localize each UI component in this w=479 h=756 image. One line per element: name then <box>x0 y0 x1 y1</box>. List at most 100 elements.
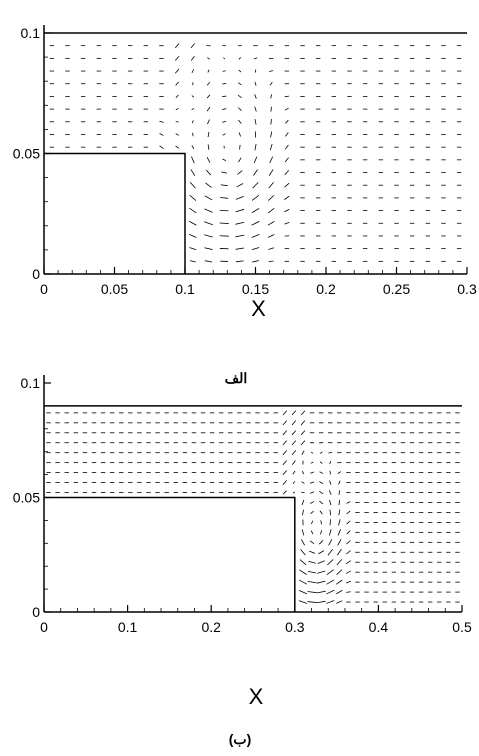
velocity-vector <box>159 133 164 136</box>
velocity-vector <box>284 107 289 111</box>
velocity-vector <box>268 182 274 189</box>
y-tick-label: 0.1 <box>21 25 41 41</box>
velocity-vector <box>300 430 306 436</box>
velocity-vector <box>235 221 245 225</box>
velocity-vector <box>307 581 317 584</box>
velocity-vector <box>299 569 307 575</box>
velocity-vector <box>328 451 333 454</box>
velocity-vector <box>307 570 317 574</box>
velocity-vector <box>284 222 290 225</box>
velocity-vector <box>317 570 326 574</box>
x-tick-label: 0.3 <box>285 619 305 635</box>
y-tick-label: 0 <box>32 604 40 620</box>
velocity-vector <box>337 539 342 546</box>
velocity-vector <box>190 56 195 61</box>
velocity-vector <box>175 81 180 86</box>
velocity-vector <box>300 539 305 546</box>
velocity-vector <box>267 207 275 214</box>
velocity-vector <box>292 491 296 494</box>
velocity-vector <box>337 529 341 536</box>
velocity-vector <box>189 260 196 263</box>
velocity-vector <box>204 234 213 238</box>
velocity-vector <box>346 550 351 555</box>
velocity-vector <box>252 260 259 263</box>
velocity-vector <box>159 145 164 149</box>
velocity-vector <box>254 69 257 73</box>
velocity-vector <box>319 540 324 545</box>
velocity-vector <box>307 601 317 603</box>
velocity-vector <box>251 195 260 201</box>
y-tick-label: 0.05 <box>13 146 40 162</box>
velocity-vector <box>298 600 308 604</box>
velocity-vector <box>284 95 290 98</box>
velocity-vector <box>222 133 226 136</box>
velocity-vector <box>267 221 275 226</box>
velocity-vector <box>300 549 306 556</box>
velocity-vector <box>206 81 211 86</box>
chart-a: 0 0.05 0.1 0.15 0.2 0.25 0.3 0 0.05 0.1 X <box>13 25 477 321</box>
velocity-vector <box>235 196 244 200</box>
velocity-vector <box>219 222 229 224</box>
velocity-vector <box>328 538 333 546</box>
velocity-vector <box>270 119 272 125</box>
velocity-vector <box>284 182 290 188</box>
velocity-vector <box>282 490 287 495</box>
velocity-vector <box>336 600 343 604</box>
velocity-vector <box>235 208 245 213</box>
velocity-vector <box>190 43 196 49</box>
velocity-vector <box>301 499 305 506</box>
velocity-vector <box>319 481 324 484</box>
velocity-vector <box>175 145 180 149</box>
x-tick-label: 0.2 <box>316 281 336 297</box>
velocity-vector <box>346 591 351 593</box>
velocity-vector <box>191 69 195 74</box>
velocity-vector <box>309 481 315 484</box>
velocity-vector <box>326 589 335 595</box>
velocity-vector <box>207 69 210 73</box>
velocity-vector <box>327 549 333 556</box>
velocity-vector <box>252 182 259 189</box>
velocity-vector <box>308 560 316 564</box>
step-wall <box>44 496 296 612</box>
velocity-vector <box>326 579 335 585</box>
velocity-vector <box>254 143 257 151</box>
velocity-vector <box>310 471 314 474</box>
velocity-vector <box>298 589 308 595</box>
velocity-vector <box>329 470 332 475</box>
velocity-vector <box>284 170 290 175</box>
velocity-vector <box>175 108 179 111</box>
velocity-vector <box>189 181 196 189</box>
velocity-vector <box>191 156 195 164</box>
velocity-vector <box>301 450 305 455</box>
velocity-vector <box>192 132 194 137</box>
velocity-vector <box>207 119 210 125</box>
velocity-vector <box>291 440 297 446</box>
velocity-vector <box>284 195 290 200</box>
velocity-vector <box>310 510 314 515</box>
vector-field <box>49 43 462 263</box>
velocity-vector <box>338 499 341 506</box>
velocity-vector <box>191 95 195 98</box>
velocity-vector <box>309 550 316 554</box>
velocity-vector <box>254 106 257 112</box>
velocity-vector <box>336 569 343 576</box>
velocity-vector <box>336 579 343 585</box>
velocity-vector <box>309 491 315 494</box>
velocity-vector <box>292 470 296 475</box>
velocity-vector <box>159 120 164 123</box>
velocity-vector <box>238 57 241 60</box>
velocity-vector <box>235 234 245 238</box>
velocity-vector <box>269 143 273 151</box>
velocity-vector <box>284 144 289 150</box>
velocity-vector <box>191 108 195 111</box>
velocity-vector <box>268 260 274 262</box>
velocity-vector <box>302 509 304 516</box>
velocity-vector <box>175 94 179 99</box>
x-tick-label: 0.4 <box>369 619 389 635</box>
velocity-vector <box>338 490 341 495</box>
velocity-vector <box>237 94 242 99</box>
velocity-vector <box>320 530 323 535</box>
x-tick-label: 0.05 <box>101 281 128 297</box>
velocity-vector <box>238 119 242 124</box>
velocity-vector <box>307 591 317 594</box>
